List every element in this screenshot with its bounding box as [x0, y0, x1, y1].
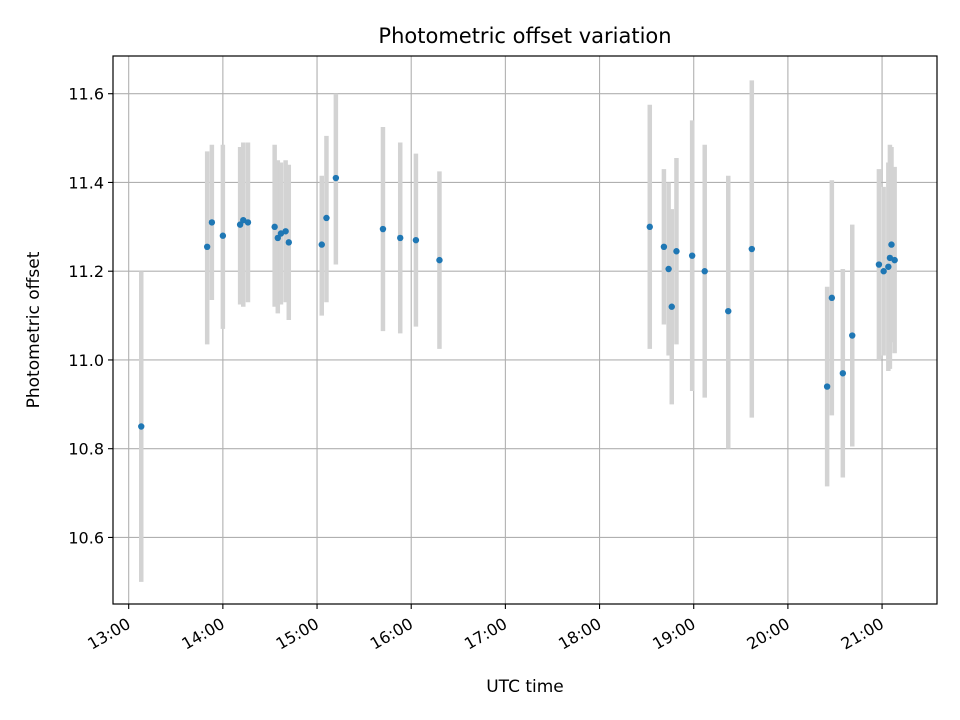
y-axis-label: Photometric offset [24, 251, 44, 408]
data-point [849, 332, 856, 339]
data-point [219, 232, 227, 239]
y-tick-label: 11.4 [68, 173, 104, 192]
data-point [646, 223, 653, 231]
data-point [668, 303, 675, 310]
data-point [885, 263, 892, 270]
y-tick-label: 11.6 [68, 85, 104, 104]
data-point [236, 221, 244, 228]
data-point [282, 228, 289, 235]
y-tick-label: 11.2 [68, 262, 104, 281]
data-point [828, 294, 836, 302]
data-point [748, 245, 755, 253]
y-tick-label: 10.6 [68, 528, 104, 547]
data-point [318, 241, 325, 248]
data-point [397, 234, 404, 242]
data-points [138, 174, 898, 430]
data-point [323, 214, 330, 222]
y-tick-label: 11.0 [68, 351, 104, 370]
data-point [880, 268, 887, 275]
data-point [138, 423, 145, 430]
data-point [725, 307, 732, 315]
data-point [888, 241, 895, 248]
data-point [701, 268, 708, 275]
data-point [839, 370, 847, 377]
data-point [436, 256, 443, 264]
data-point [823, 383, 831, 390]
data-point [379, 225, 387, 233]
data-point [285, 239, 292, 246]
x-axis-label: UTC time [486, 677, 564, 697]
data-point [673, 248, 680, 255]
data-point [203, 243, 211, 251]
data-point [208, 219, 216, 226]
data-point [875, 261, 883, 268]
data-point [244, 219, 252, 226]
y-axis-ticks: 10.6 10.8 11.0 11.2 11.4 11.6 [68, 85, 113, 547]
grid-lines [113, 56, 937, 604]
data-point [891, 256, 898, 264]
data-point [412, 236, 420, 244]
data-point [688, 252, 696, 259]
data-point [660, 243, 668, 251]
data-point [271, 223, 278, 231]
y-tick-label: 10.8 [68, 440, 104, 459]
data-point [665, 265, 672, 273]
data-point [332, 174, 340, 182]
data-point [274, 234, 281, 242]
chart-title: Photometric offset variation [378, 24, 671, 48]
plot-frame [112, 55, 938, 605]
